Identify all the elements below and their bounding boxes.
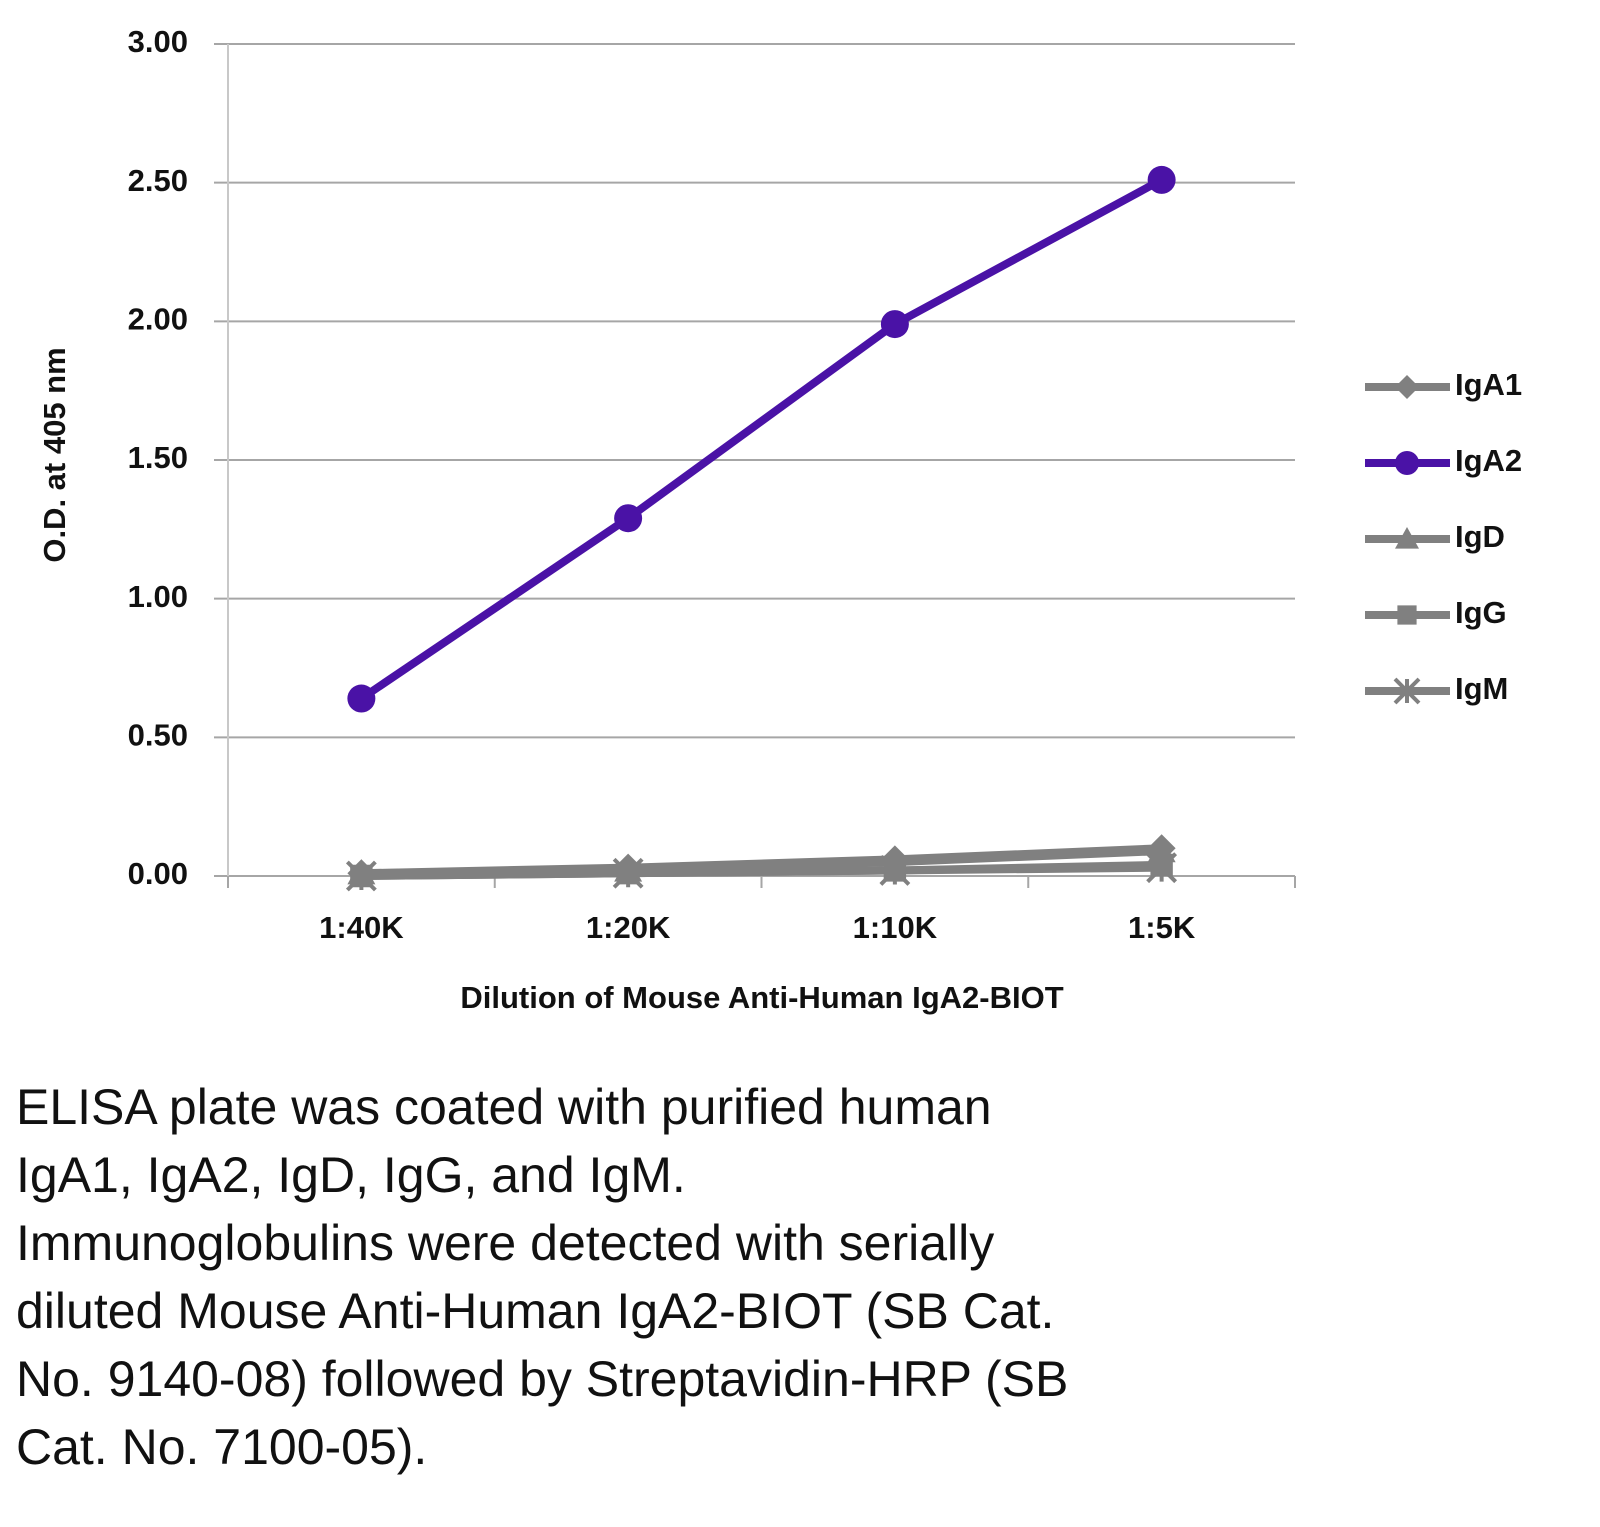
marker — [1146, 852, 1178, 884]
y-tick-label: 1.50 — [128, 440, 188, 475]
marker — [1147, 165, 1176, 194]
x-tick-label: 1:20K — [586, 910, 671, 945]
x-tick-label: 1:5K — [1128, 910, 1196, 945]
y-tick-label: 0.50 — [128, 718, 188, 753]
marker — [1395, 527, 1419, 549]
legend-label: IgA1 — [1455, 367, 1522, 402]
y-tick-label: 0.00 — [128, 856, 188, 891]
y-tick-label: 1.00 — [128, 579, 188, 614]
legend-label: IgG — [1455, 595, 1507, 630]
marker — [612, 857, 644, 889]
legend-label: IgA2 — [1455, 443, 1522, 478]
marker — [345, 860, 377, 892]
caption-line: Immunoglobulins were detected with seria… — [16, 1215, 994, 1271]
y-axis-title: O.D. at 405 nm — [37, 347, 72, 562]
marker — [1395, 451, 1419, 475]
marker — [1395, 375, 1419, 399]
caption-line: Cat. No. 7100-05). — [16, 1419, 427, 1475]
marker — [880, 310, 909, 339]
marker — [347, 684, 376, 713]
caption-line: IgA1, IgA2, IgD, IgG, and IgM. — [16, 1147, 686, 1203]
caption-line: No. 9140-08) followed by Streptavidin-HR… — [16, 1351, 1068, 1407]
marker — [1397, 605, 1417, 625]
marker — [614, 504, 643, 533]
legend-label: IgM — [1455, 671, 1508, 706]
marker — [879, 855, 911, 886]
y-tick-label: 3.00 — [128, 24, 188, 59]
caption-line: diluted Mouse Anti-Human IgA2-BIOT (SB C… — [16, 1283, 1054, 1339]
y-tick-label: 2.50 — [128, 163, 188, 198]
series-line — [359, 176, 1164, 702]
caption-line: ELISA plate was coated with purified hum… — [16, 1079, 992, 1135]
marker — [1393, 677, 1421, 705]
y-tick-label: 2.00 — [128, 302, 188, 337]
series-line — [361, 863, 1162, 880]
legend-label: IgD — [1455, 519, 1505, 554]
x-tick-label: 1:40K — [319, 910, 404, 945]
x-tick-label: 1:10K — [853, 910, 938, 945]
x-axis-title: Dilution of Mouse Anti-Human IgA2-BIOT — [460, 980, 1063, 1015]
